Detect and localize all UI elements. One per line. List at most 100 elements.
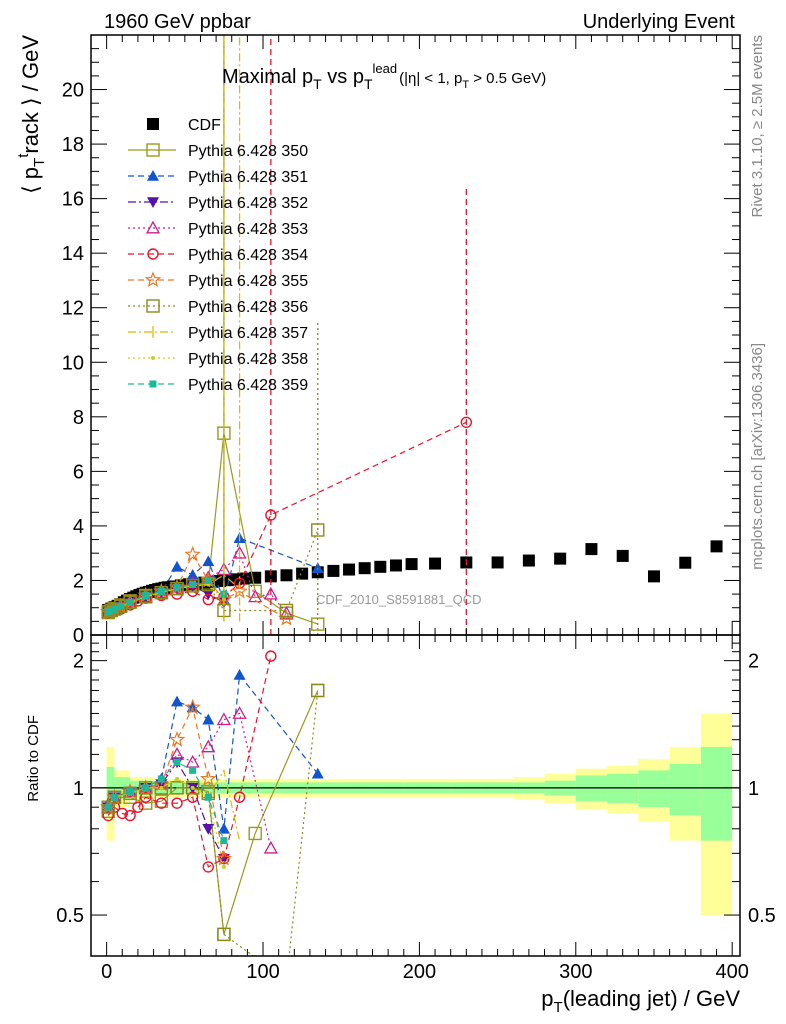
y-tick-label: 0 [73,625,84,647]
legend-item-10: Pythia 6.428 359 [128,377,308,394]
legend-item-3: Pythia 6.428 352 [128,195,308,212]
ratio-point [233,668,246,680]
data-point [123,595,137,609]
ratio-band-inner [638,770,670,808]
legend-item-4: Pythia 6.428 353 [128,220,308,238]
legend-marker [149,380,157,388]
ratio-point [280,975,292,987]
ratio-frame [90,634,741,957]
legend-label: Pythia 6.428 355 [188,273,308,290]
legend-marker [146,299,160,313]
ratio-point [263,840,278,854]
data-point [460,416,473,428]
ratio-point [190,785,195,790]
data-point [110,605,118,613]
ratio-point [132,801,144,813]
y-tick-label: 10 [62,352,84,374]
ratio-point [171,695,184,707]
data-point [263,586,278,600]
data-point [170,581,184,596]
legend-marker [147,197,159,208]
x-axis-title: pT(leading jet) / GeV [541,986,740,1016]
data-point [522,554,535,567]
analysis-tag: CDF_2010_S8591881_QCD [316,592,482,607]
ratio-point [311,683,325,698]
legend-label: Pythia 6.428 358 [188,351,308,368]
data-point [117,602,125,610]
header-right: Underlying Event [583,11,736,33]
legend-item-6: Pythia 6.428 355 [128,271,308,290]
ratio-series-layer [99,650,325,987]
ratio-point [124,809,136,822]
ratio-line [107,690,319,956]
ratio-tick-label-right: 2 [748,651,759,673]
y-tick-label: 8 [73,407,84,429]
ratio-series-6 [101,683,325,987]
data-point [296,567,309,580]
data-point [189,581,197,589]
ratio-point [175,776,180,781]
data-point [171,560,184,572]
legend: CDF Pythia 6.428 350 Pythia 6.428 351 Pythi… [128,117,308,394]
data-point [491,556,504,569]
ratio-point [202,861,214,873]
legend-item-9: Pythia 6.428 358 [128,351,308,368]
data-point [186,569,199,580]
legend-marker [147,248,159,260]
ratio-line [107,712,272,849]
ratio-tick-label: 2 [73,651,84,673]
data-point [173,583,181,591]
data-point [248,589,263,603]
data-point [202,555,215,567]
legend-label: Pythia 6.428 351 [188,169,308,186]
data-point [389,559,402,572]
legend-item-1: Pythia 6.428 350 [128,143,308,160]
ratio-band-inner [669,763,701,816]
ratio-line [107,768,241,841]
data-point [249,571,262,584]
ratio-point [216,712,232,726]
ratio-point [201,739,216,753]
legend-item-2: Pythia 6.428 351 [128,169,308,186]
data-point [264,570,277,583]
ratio-band-inner [700,746,733,841]
data-point [327,564,340,577]
legend-marker [147,118,159,130]
ratio-point [215,849,233,866]
data-point [343,563,356,576]
x-tick-label: 300 [559,961,592,983]
data-point [202,593,214,606]
y-tick-label: 6 [73,461,84,483]
data-point [554,552,567,565]
x-tick-label: 400 [715,961,748,983]
legend-item-8: Pythia 6.428 357 [128,325,308,342]
ratio-line [107,655,272,868]
mcplots-label: mcplots.cern.ch [arXiv:1306.3436] [749,343,766,570]
ratio-axis-title: Ratio to CDF [25,715,42,802]
legend-label: Pythia 6.428 359 [188,377,308,394]
legend-marker [147,170,159,181]
legend-label: Pythia 6.428 353 [188,221,308,238]
ratio-point [159,785,164,790]
data-point [585,543,598,556]
legend-label: Pythia 6.428 352 [188,195,308,212]
data-point [405,558,418,571]
data-point [679,556,692,569]
ratio-point [217,822,230,834]
data-point [279,605,294,619]
ratio-point [248,826,262,841]
data-point [311,562,324,573]
y-tick-label: 14 [62,243,84,265]
y-tick-label: 12 [62,298,84,320]
legend-item-5: Pythia 6.428 354 [128,247,308,264]
x-tick-label: 200 [403,961,436,983]
data-point [248,584,262,599]
ratio-point [265,650,277,662]
ratio-point [232,706,247,719]
data-point [142,591,150,599]
ratio-point [220,837,228,845]
legend-item-0: CDF [147,117,221,134]
